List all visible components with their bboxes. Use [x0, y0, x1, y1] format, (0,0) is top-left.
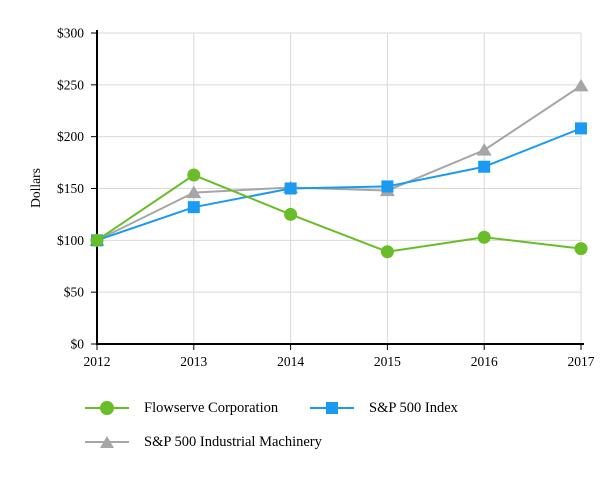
data-point-circle: [574, 242, 588, 256]
y-tick-label: $0: [71, 337, 85, 352]
legend-item-sp500: S&P 500 Index: [310, 400, 458, 416]
legend-label-industrial-machinery: S&P 500 Industrial Machinery: [144, 433, 322, 450]
data-point-square: [575, 122, 587, 135]
data-point-circle: [90, 233, 104, 247]
y-tick-label: $150: [57, 181, 84, 196]
data-point-square: [187, 201, 200, 214]
series-line-1: [96, 127, 582, 242]
legend-item-industrial-machinery: S&P 500 Industrial Machinery: [85, 434, 322, 450]
legend-circle: [100, 401, 114, 415]
data-point-circle: [380, 245, 394, 259]
legend-label-sp500: S&P 500 Index: [369, 399, 458, 416]
x-tick-label: 2017: [568, 354, 595, 369]
y-tick-label: $50: [64, 285, 85, 300]
chart-plot-area: $0 $50 $100 $150 $200 $250 $300 2012 2013 2014 201…: [28, 26, 595, 370]
data-point-triangle: [573, 78, 589, 92]
data-point-square: [478, 160, 491, 173]
y-tick-label: $200: [57, 129, 84, 144]
square-marker-icon: [310, 401, 354, 415]
data-point-square: [381, 180, 394, 193]
y-tick-label: $250: [57, 77, 84, 92]
x-tick-label: 2012: [84, 354, 111, 369]
x-tick-label: 2015: [374, 354, 401, 369]
y-axis-title: Dollars: [28, 168, 43, 208]
series-line-2: [96, 85, 582, 242]
data-point-triangle: [476, 143, 492, 156]
y-tick-label: $300: [57, 26, 84, 41]
y-tick-label: $100: [57, 233, 84, 248]
legend-triangle: [100, 436, 114, 448]
series-line-0: [96, 173, 582, 253]
x-tick-label: 2016: [471, 354, 498, 369]
chart-legend: Flowserve Corporation S&P 500 Index S&P …: [0, 392, 614, 480]
triangle-marker-icon: [85, 435, 129, 449]
x-tick-label: 2013: [180, 354, 207, 369]
data-point-circle: [477, 230, 491, 244]
data-point-square: [284, 182, 297, 195]
legend-square: [326, 402, 338, 414]
legend-item-flowserve: Flowserve Corporation: [85, 400, 278, 416]
data-point-circle: [284, 207, 298, 221]
circle-marker-icon: [85, 401, 129, 415]
data-point-circle: [187, 168, 201, 182]
x-tick-label: 2014: [277, 354, 304, 369]
data-point-triangle: [186, 185, 202, 199]
legend-label-flowserve: Flowserve Corporation: [144, 399, 279, 416]
